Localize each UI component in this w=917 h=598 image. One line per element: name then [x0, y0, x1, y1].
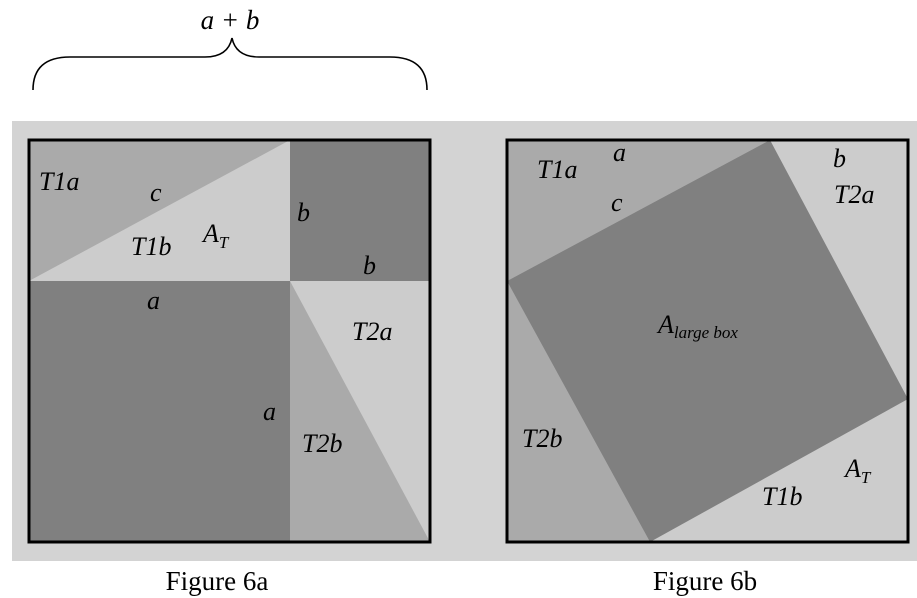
- figure-6b: T1a a c b T2a Alarge box T2b AT T1b: [505, 138, 910, 544]
- label-at: AT: [843, 454, 872, 487]
- curly-brace: [32, 37, 428, 91]
- label-t2a: T2a: [834, 180, 874, 209]
- label-b-vertical: b: [297, 198, 310, 227]
- label-c: c: [150, 178, 162, 207]
- label-t2b: T2b: [522, 424, 562, 453]
- label-c: c: [611, 188, 623, 217]
- fig-b-border: [505, 138, 910, 544]
- label-b-horizontal: b: [363, 251, 376, 280]
- label-b: b: [833, 144, 846, 173]
- fig-a-border: [27, 138, 432, 544]
- label-t2a: T2a: [352, 317, 392, 346]
- triangle-t2b: [290, 281, 430, 542]
- square-a: [29, 281, 290, 542]
- label-a: a: [613, 138, 626, 167]
- label-a-vertical: a: [263, 397, 276, 426]
- label-large-box: Alarge box: [656, 310, 738, 342]
- large-square: [507, 140, 908, 542]
- triangle-t1a: [29, 140, 290, 281]
- label-t1a: T1a: [537, 155, 577, 184]
- label-t1a: T1a: [39, 167, 79, 196]
- caption-figure-6a: Figure 6a: [166, 566, 269, 596]
- square-b: [290, 140, 430, 281]
- label-t1b: T1b: [131, 232, 171, 261]
- label-t1b: T1b: [762, 482, 802, 511]
- label-at: AT: [201, 219, 230, 252]
- figure-6a: T1a c T1b AT b b a T2a a T2b: [27, 138, 432, 544]
- label-a-horizontal: a: [147, 286, 160, 315]
- brace-label: a + b: [201, 5, 260, 35]
- caption-figure-6b: Figure 6b: [653, 566, 757, 596]
- label-t2b: T2b: [302, 429, 342, 458]
